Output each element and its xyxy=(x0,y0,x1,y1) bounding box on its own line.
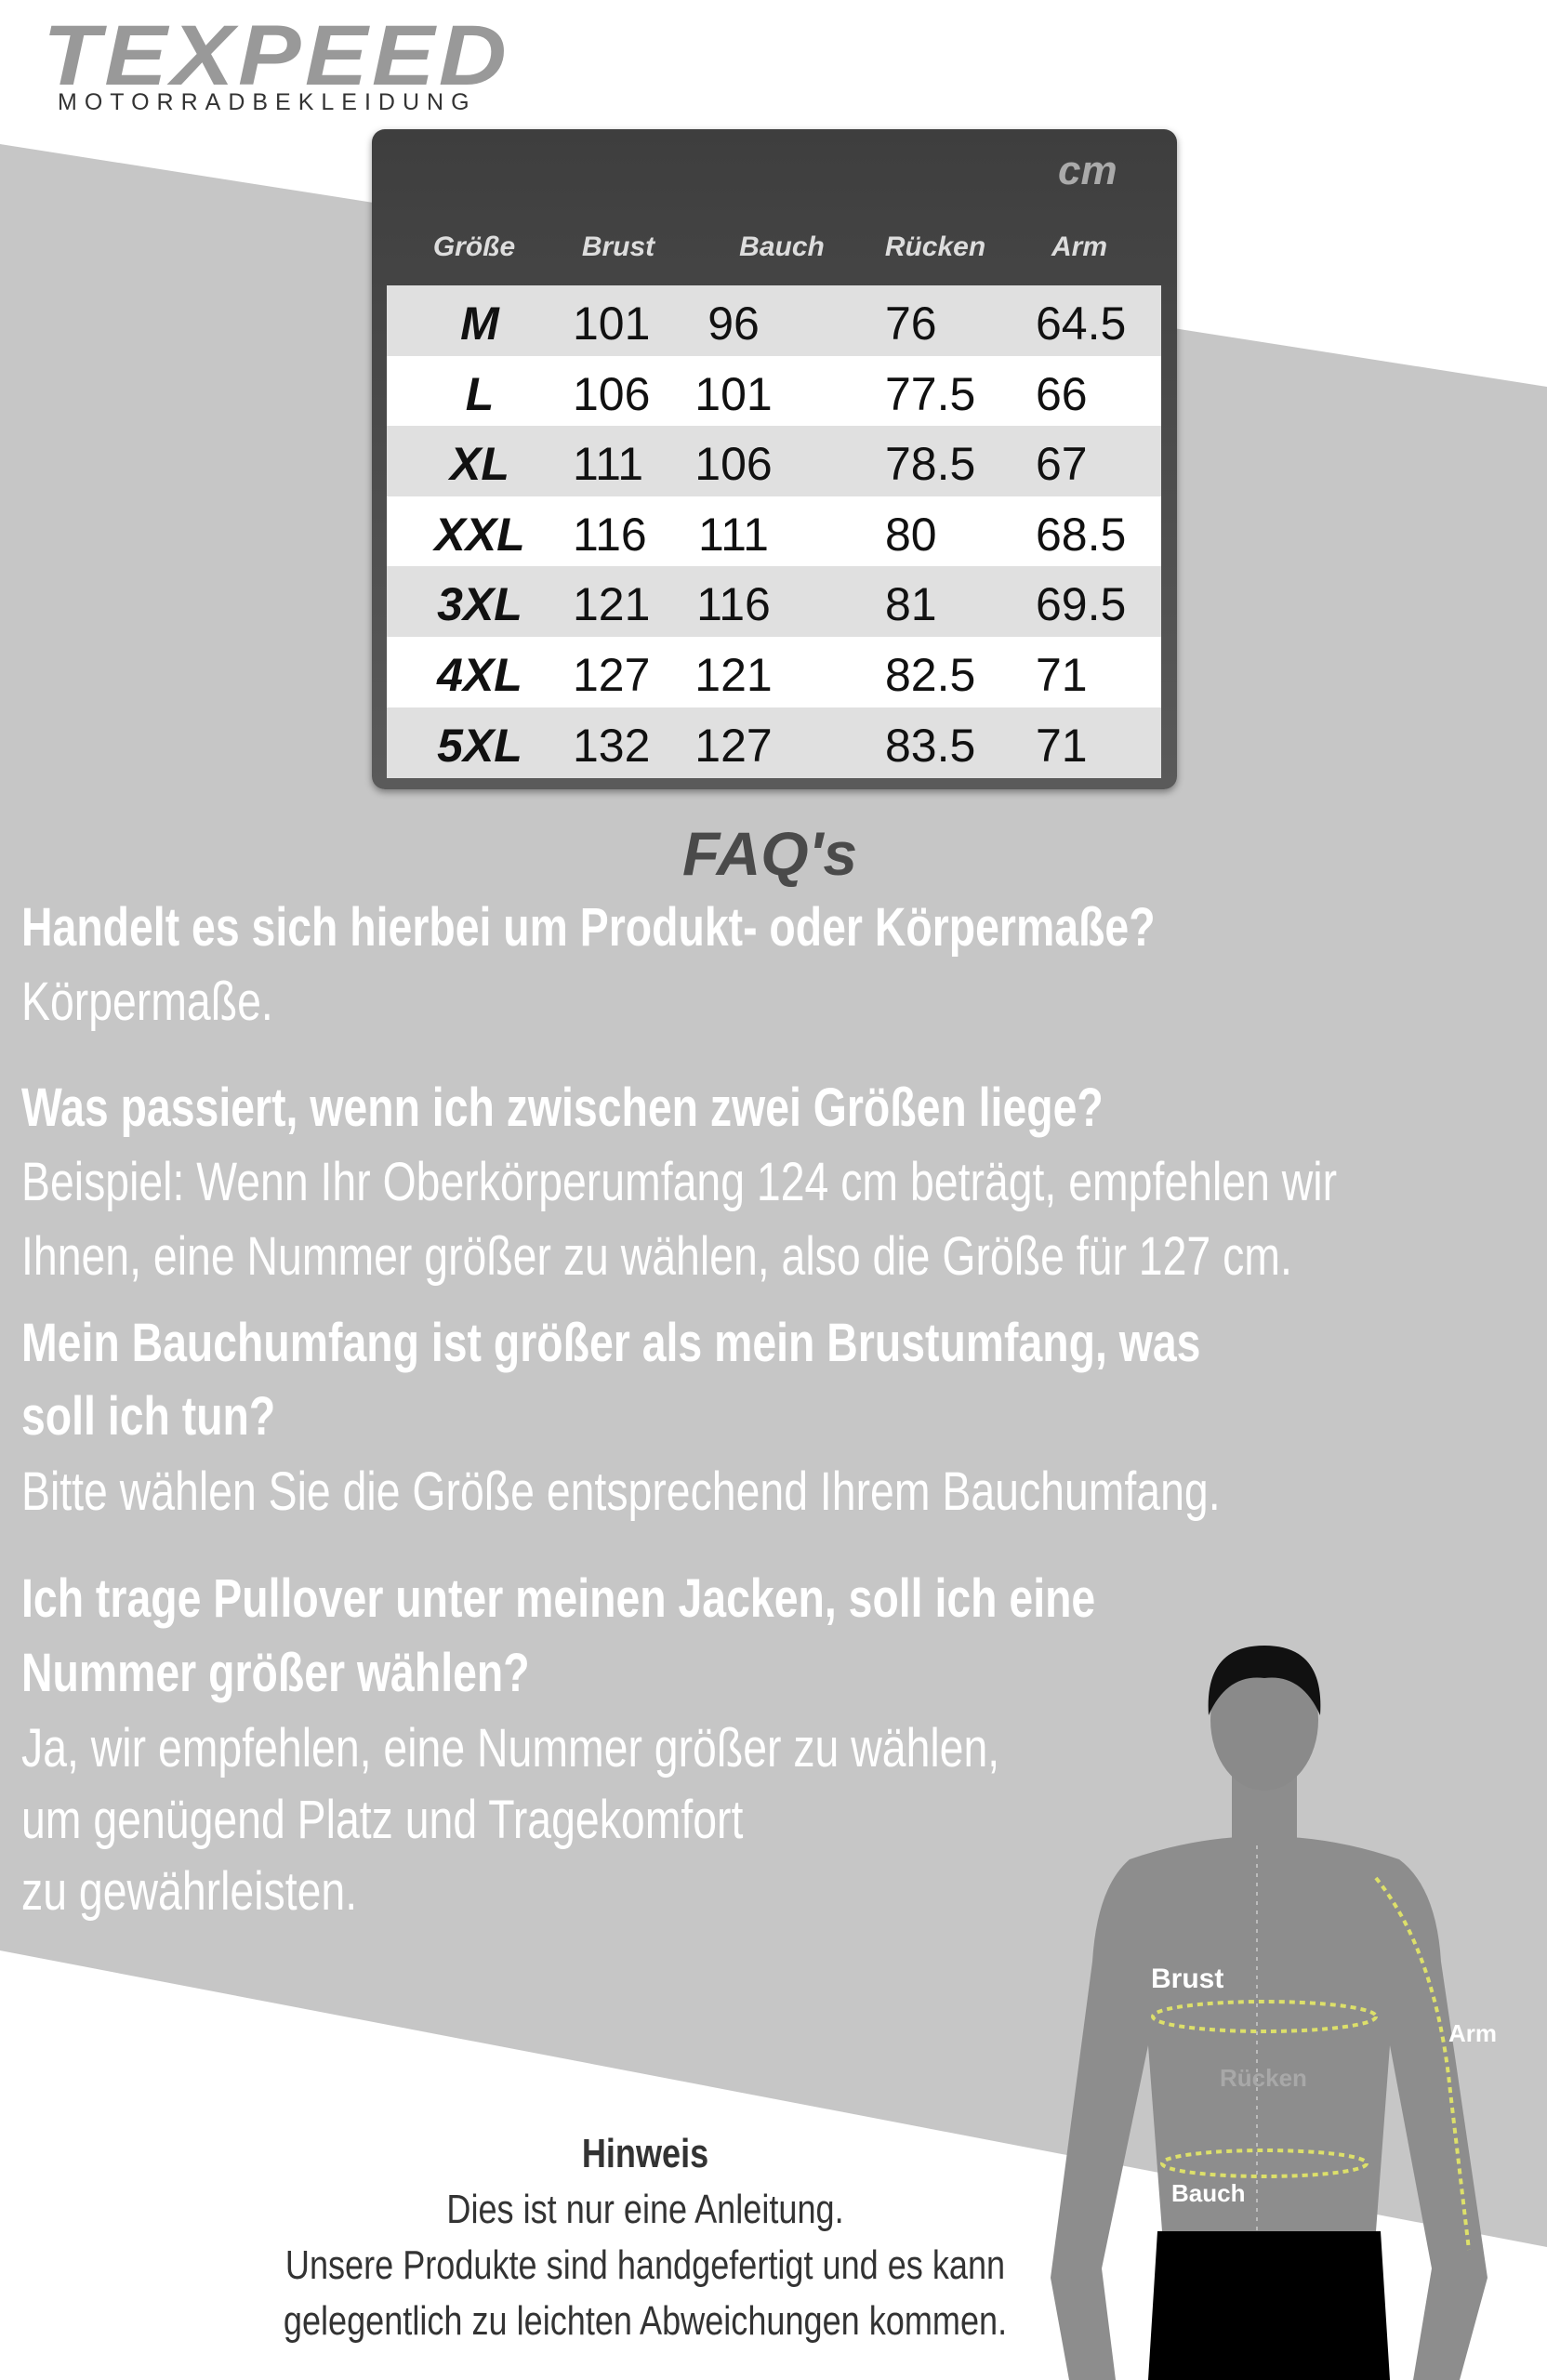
table-cell: 66 xyxy=(1036,367,1088,420)
table-cell: 71 xyxy=(1036,649,1088,701)
table-cell: 76 xyxy=(885,298,937,350)
table-cell: 106 xyxy=(694,438,773,491)
table-cell: 69.5 xyxy=(1036,578,1127,631)
column-header: Arm xyxy=(1051,231,1108,262)
column-header: Rücken xyxy=(884,231,986,262)
table-cell: 101 xyxy=(573,298,651,350)
faq-answer: zu gewährleisten. xyxy=(21,1861,358,1922)
table-cell: 101 xyxy=(694,367,773,420)
faq-answer: Ja, wir empfehlen, eine Nummer größer zu… xyxy=(21,1718,1000,1778)
table-cell: 80 xyxy=(885,508,937,561)
faq-answer: Beispiel: Wenn Ihr Oberkörperumfang 124 … xyxy=(21,1152,1338,1212)
faq-answer: um genügend Platz und Tragekomfort xyxy=(21,1790,744,1850)
faq-question: Handelt es sich hierbei um Produkt- oder… xyxy=(21,897,1156,958)
table-cell: 116 xyxy=(573,508,647,561)
table-cell: 127 xyxy=(573,649,651,701)
table-row: 5XL 132 127 83.5 71 xyxy=(387,707,1161,778)
label: Arm xyxy=(1448,2019,1498,2047)
table-row: 3XL 121 116 81 69.5 xyxy=(387,566,1161,638)
faq-answer: Ihnen, eine Nummer größer zu wählen, als… xyxy=(21,1226,1292,1287)
table-row: M 101 96 76 64.5 xyxy=(387,285,1161,356)
table-cell: 111 xyxy=(573,438,644,491)
table-cell: 82.5 xyxy=(885,649,976,701)
faq-question: Mein Bauchumfang ist größer als mein Bru… xyxy=(21,1313,1201,1373)
size-label: L xyxy=(465,367,495,420)
size-label: XXL xyxy=(434,508,525,561)
table-row: 4XL 127 121 82.5 71 xyxy=(387,637,1161,707)
faq-question: Was passiert, wenn ich zwischen zwei Grö… xyxy=(21,1078,1104,1138)
table-cell: 71 xyxy=(1036,719,1088,772)
size-table: cm Größe Brust Bauch Rücken Arm M 101 96 76 64.5 L… xyxy=(372,129,1177,789)
table-cell: 83.5 xyxy=(885,719,976,772)
faq-question: soll ich tun? xyxy=(21,1386,276,1447)
note-title: Hinweis xyxy=(581,2131,709,2176)
table-cell: 96 xyxy=(707,298,760,350)
label: Bauch xyxy=(1171,2179,1246,2207)
table-cell: 67 xyxy=(1036,438,1088,491)
note-line: gelegentlich zu leichten Abweichungen ko… xyxy=(283,2298,1008,2344)
column-header: Bauch xyxy=(739,231,825,262)
note-line: Unsere Produkte sind handgefertigt und e… xyxy=(284,2242,1006,2288)
column-header: Größe xyxy=(432,231,516,262)
note-line: Dies ist nur eine Anleitung. xyxy=(446,2187,844,2232)
table-cell: 77.5 xyxy=(885,367,976,420)
size-label: XL xyxy=(450,438,509,491)
size-label: 5XL xyxy=(437,719,522,772)
table-cell: 111 xyxy=(697,508,770,561)
table-cell: 81 xyxy=(885,578,937,631)
table-cell: 127 xyxy=(694,719,773,772)
table-row: XXL 116 111 80 68.5 xyxy=(387,496,1161,567)
size-label: 4XL xyxy=(437,649,522,701)
faq-question: Ich trage Pullover unter meinen Jacken, … xyxy=(21,1568,1096,1629)
table-cell: 64.5 xyxy=(1036,298,1127,350)
unit: cm xyxy=(1058,148,1117,193)
size-label: 3XL xyxy=(437,578,522,631)
body-figure xyxy=(1051,1646,1488,2380)
table-cell: 132 xyxy=(573,719,651,772)
label: Brust xyxy=(1151,1964,1224,1994)
label: Rücken xyxy=(1220,2064,1307,2092)
brand: TEXPEED xyxy=(43,8,511,103)
table-cell: 106 xyxy=(573,367,651,420)
table-cell: 78.5 xyxy=(885,438,976,491)
table-row: XL 111 106 78.5 67 xyxy=(387,426,1161,497)
table-row: L 106 101 77.5 66 xyxy=(387,355,1161,427)
faq-answer: Körpermaße. xyxy=(21,972,273,1032)
table-cell: 121 xyxy=(573,578,651,631)
size-label: M xyxy=(460,298,499,350)
table-cell: 68.5 xyxy=(1036,508,1127,561)
faq-title: FAQ's xyxy=(681,819,858,888)
faq-answer: Bitte wählen Sie die Größe entsprechend … xyxy=(21,1461,1221,1522)
table-cell: 121 xyxy=(694,649,773,701)
table-cell: 116 xyxy=(696,578,771,631)
column-header: Brust xyxy=(581,231,655,262)
faq-question: Nummer größer wählen? xyxy=(21,1643,530,1703)
brand-subtitle: MOTORRADBEKLEIDUNG xyxy=(58,89,477,115)
